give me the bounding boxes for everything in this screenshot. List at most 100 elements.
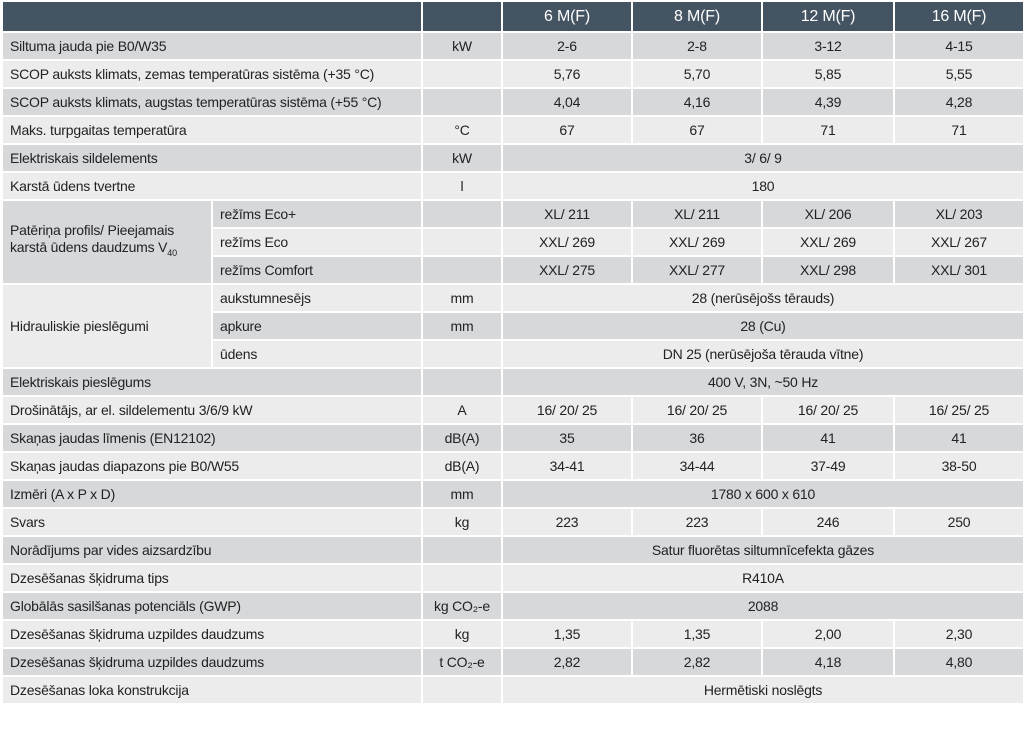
value-cell: XL/ 211 bbox=[631, 199, 763, 229]
table-row: Siltuma jauda pie B0/W35 kW 2-6 2-8 3-12 4-15 bbox=[1, 31, 1024, 61]
table-row: Dzesēšanas šķidruma tips R410A bbox=[1, 563, 1024, 593]
group-label: Patēriņa profils/ Pieejamais karstā ūden… bbox=[10, 222, 175, 256]
value-cell: XXL/ 298 bbox=[761, 255, 895, 285]
value-cell: 41 bbox=[893, 423, 1024, 453]
row-label-cell: Dzesēšanas loka konstrukcija bbox=[1, 675, 423, 705]
row-label-cell: SCOP auksts klimats, augstas temperatūra… bbox=[1, 87, 423, 117]
table-row: Izmēri (A x P x D) mm 1780 x 600 x 610 bbox=[1, 479, 1024, 509]
table-row: Norādījums par vides aizsardzību Satur fl… bbox=[1, 535, 1024, 565]
value-cell: 2-8 bbox=[631, 31, 763, 61]
value-cell: 4,39 bbox=[761, 87, 895, 117]
value-cell: XXL/ 301 bbox=[893, 255, 1024, 285]
value-cell: XXL/ 269 bbox=[501, 227, 633, 257]
table-row: Maks. turpgaitas temperatūra °C 67 67 71 71 bbox=[1, 115, 1024, 145]
value-cell: 71 bbox=[761, 115, 895, 145]
table-row: SCOP auksts klimats, zemas temperatūras … bbox=[1, 59, 1024, 89]
table-row: režīms Comfort XXL/ 275 XXL/ 277 XXL/ 298 XX… bbox=[2, 255, 1024, 285]
value-cell: 5,70 bbox=[631, 59, 763, 89]
unit-cell: mm bbox=[421, 479, 503, 509]
value-cell: XL/ 206 bbox=[761, 199, 895, 229]
row-label-cell: Skaņas jaudas līmenis (EN12102) bbox=[1, 423, 423, 453]
header-label-cell bbox=[1, 0, 423, 33]
value-cell: 1780 x 600 x 610 bbox=[501, 479, 1024, 509]
table-row: Dzesēšanas šķidruma uzpildes daudzums kg 1… bbox=[1, 619, 1024, 649]
value-cell: 4-15 bbox=[893, 31, 1024, 61]
table-row: Karstā ūdens tvertne l 180 bbox=[1, 171, 1024, 201]
value-cell: 4,04 bbox=[501, 87, 633, 117]
value-cell: 36 bbox=[631, 423, 763, 453]
unit-cell bbox=[421, 227, 503, 257]
unit-cell bbox=[421, 535, 503, 565]
value-cell: 71 bbox=[893, 115, 1024, 145]
sub-label-cell: režīms Eco+ bbox=[211, 199, 423, 229]
unit-cell: A bbox=[421, 395, 503, 425]
value-cell: 16/ 20/ 25 bbox=[501, 395, 633, 425]
row-label-cell: Elektriskais sildelements bbox=[1, 143, 423, 173]
row-label-cell: Dzesēšanas šķidruma uzpildes daudzums bbox=[1, 619, 423, 649]
row-label-cell: Maks. turpgaitas temperatūra bbox=[1, 115, 423, 145]
value-cell: 223 bbox=[501, 507, 633, 537]
unit-cell: kW bbox=[421, 143, 503, 173]
table-row: apkure mm 28 (Cu) bbox=[2, 311, 1024, 341]
unit-cell: dB(A) bbox=[421, 451, 503, 481]
value-cell: 38-50 bbox=[893, 451, 1024, 481]
table-row: ūdens DN 25 (nerūsējoša tērauda vītne) bbox=[2, 339, 1024, 369]
sub-label-cell: režīms Eco bbox=[211, 227, 423, 257]
value-cell: 2-6 bbox=[501, 31, 633, 61]
value-cell: 223 bbox=[631, 507, 763, 537]
value-cell: 28 (nerūsējošs tērauds) bbox=[501, 283, 1024, 313]
row-label-cell: Dzesēšanas šķidruma tips bbox=[1, 563, 423, 593]
spec-table: 6 M(F) 8 M(F) 12 M(F) 16 M(F) Siltuma ja… bbox=[1, 0, 1024, 705]
table-row: Skaņas jaudas līmenis (EN12102) dB(A) 35 36… bbox=[1, 423, 1024, 453]
value-cell: 4,16 bbox=[631, 87, 763, 117]
unit-cell: kW bbox=[421, 31, 503, 61]
value-cell: R410A bbox=[501, 563, 1024, 593]
unit-cell: kg bbox=[421, 619, 503, 649]
table-row: režīms Eco XXL/ 269 XXL/ 269 XXL/ 269 XXL/ 2… bbox=[2, 227, 1024, 257]
unit-cell: mm bbox=[421, 311, 503, 341]
unit-cell: kg bbox=[421, 507, 503, 537]
value-cell: 34-41 bbox=[501, 451, 633, 481]
value-cell: 1,35 bbox=[501, 619, 633, 649]
value-cell: 4,28 bbox=[893, 87, 1024, 117]
row-label-cell: Izmēri (A x P x D) bbox=[1, 479, 423, 509]
value-cell: 67 bbox=[631, 115, 763, 145]
row-label-cell: Elektriskais pieslēgums bbox=[1, 367, 423, 397]
sub-label-cell: apkure bbox=[211, 311, 423, 341]
row-label-cell: SCOP auksts klimats, zemas temperatūras … bbox=[1, 59, 423, 89]
unit-cell bbox=[421, 199, 503, 229]
value-cell: 35 bbox=[501, 423, 633, 453]
unit-cell: dB(A) bbox=[421, 423, 503, 453]
sub-label-cell: režīms Comfort bbox=[211, 255, 423, 285]
value-cell: 5,76 bbox=[501, 59, 633, 89]
unit-cell bbox=[421, 59, 503, 89]
value-cell: 2088 bbox=[501, 591, 1024, 621]
value-cell: XXL/ 275 bbox=[501, 255, 633, 285]
header-unit-cell bbox=[421, 0, 503, 33]
header-model: 8 M(F) bbox=[631, 0, 763, 33]
value-cell: 4,80 bbox=[893, 647, 1024, 677]
table-row: Elektriskais pieslēgums 400 V, 3N, ~50 Hz bbox=[1, 367, 1024, 397]
unit-cell bbox=[421, 367, 503, 397]
sub-label-cell: aukstumnesējs bbox=[211, 283, 423, 313]
group-label-subscript: 40 bbox=[167, 247, 177, 258]
value-cell: XL/ 203 bbox=[893, 199, 1024, 229]
header-row: 6 M(F) 8 M(F) 12 M(F) 16 M(F) bbox=[1, 0, 1024, 33]
table-row: Dzesēšanas loka konstrukcija Hermētiski n… bbox=[1, 675, 1024, 705]
value-cell: 41 bbox=[761, 423, 895, 453]
sub-label-cell: ūdens bbox=[211, 339, 423, 369]
row-label-cell: Karstā ūdens tvertne bbox=[1, 171, 423, 201]
row-label-cell: Skaņas jaudas diapazons pie B0/W55 bbox=[1, 451, 423, 481]
value-cell: 3-12 bbox=[761, 31, 895, 61]
header-model: 6 M(F) bbox=[501, 0, 633, 33]
row-label-cell: Svars bbox=[1, 507, 423, 537]
unit-cell: °C bbox=[421, 115, 503, 145]
unit-cell: mm bbox=[421, 283, 503, 313]
value-cell: DN 25 (nerūsējoša tērauda vītne) bbox=[501, 339, 1024, 369]
value-cell: 250 bbox=[893, 507, 1024, 537]
value-cell: 2,30 bbox=[893, 619, 1024, 649]
value-cell: XXL/ 277 bbox=[631, 255, 763, 285]
unit-cell bbox=[421, 563, 503, 593]
row-label-cell: Siltuma jauda pie B0/W35 bbox=[1, 31, 423, 61]
header-model: 12 M(F) bbox=[761, 0, 895, 33]
